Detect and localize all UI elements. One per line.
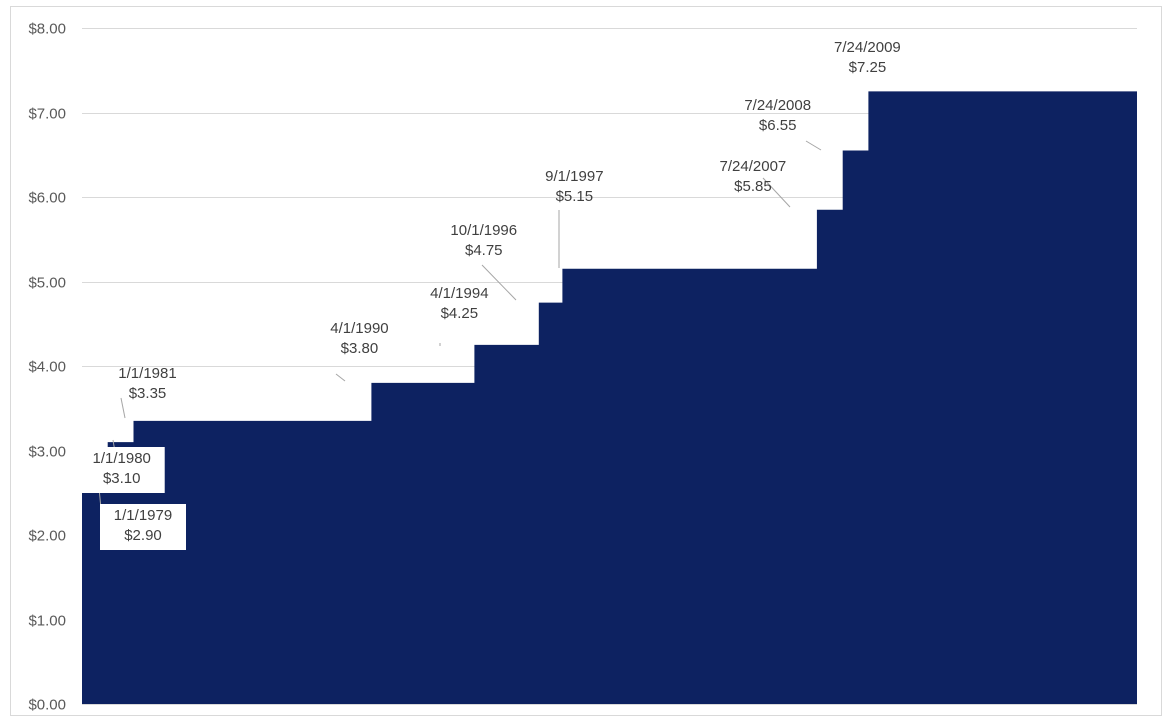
- plot-area: [82, 91, 1137, 704]
- data-label-box: [78, 447, 165, 493]
- data-label-date: 1/1/1979: [114, 507, 172, 524]
- leader-line: [762, 177, 791, 208]
- data-label-value: $3.80: [341, 340, 379, 357]
- data-label-value: $4.25: [441, 305, 479, 322]
- data-label-date: 7/24/2009: [834, 39, 901, 56]
- y-tick-label: $4.00: [28, 359, 66, 376]
- data-label: 7/24/2008 $6.55: [744, 97, 822, 151]
- y-tick-label: $0.00: [28, 697, 66, 714]
- data-label-date: 9/1/1997: [545, 168, 603, 185]
- data-label-value: $3.35: [129, 385, 167, 402]
- y-tick-label: $8.00: [28, 21, 66, 38]
- leader-line: [120, 397, 126, 419]
- data-label-date: 7/24/2007: [720, 158, 787, 175]
- y-axis: $0.00 $1.00 $2.00 $3.00 $4.00 $5.00 $6.00 $7.00…: [28, 21, 66, 714]
- data-label: 4/1/1994 $4.25: [430, 285, 489, 346]
- data-label: 1/1/1981 $3.35: [118, 365, 177, 419]
- wage-step-area: [82, 91, 1137, 704]
- y-tick-label: $6.00: [28, 190, 66, 207]
- leader-line: [335, 373, 346, 382]
- data-label-date: 1/1/1980: [93, 450, 151, 467]
- y-tick-label: $7.00: [28, 106, 66, 123]
- data-label: 9/1/1997 $5.15: [545, 168, 604, 268]
- data-label-value: $5.15: [556, 188, 594, 205]
- data-label: 1/1/1979 $2.90: [95, 455, 186, 550]
- data-label: 1/1/1980 $3.10: [78, 439, 165, 493]
- data-label-box: [100, 504, 186, 550]
- data-label-value: $2.90: [124, 527, 162, 544]
- data-label-date: 4/1/1994: [430, 285, 488, 302]
- annotations: 1/1/1979 $2.90 1/1/1980 $3.10 1/1/1981 $3.35 4…: [78, 39, 901, 550]
- data-label: 7/24/2009 $7.25: [834, 39, 901, 76]
- leader-line: [805, 140, 822, 151]
- data-label-value: $6.55: [759, 117, 797, 134]
- data-label: 7/24/2007 $5.85: [720, 158, 791, 208]
- y-tick-label: $2.00: [28, 528, 66, 545]
- data-label: 4/1/1990 $3.80: [330, 320, 389, 382]
- y-tick-label: $5.00: [28, 275, 66, 292]
- data-label-value: $7.25: [849, 59, 887, 76]
- data-label-date: 7/24/2008: [744, 97, 811, 114]
- data-label-date: 4/1/1990: [330, 320, 388, 337]
- data-label-value: $5.85: [734, 178, 772, 195]
- data-label-value: $4.75: [465, 242, 503, 259]
- chart-border: [10, 6, 1162, 716]
- leader-line: [481, 264, 517, 301]
- data-label-date: 10/1/1996: [450, 222, 517, 239]
- data-label-value: $3.10: [103, 470, 141, 487]
- data-label-date: 1/1/1981: [118, 365, 176, 382]
- data-label: 10/1/1996 $4.75: [450, 222, 517, 301]
- y-tick-label: $1.00: [28, 613, 66, 630]
- y-tick-label: $3.00: [28, 444, 66, 461]
